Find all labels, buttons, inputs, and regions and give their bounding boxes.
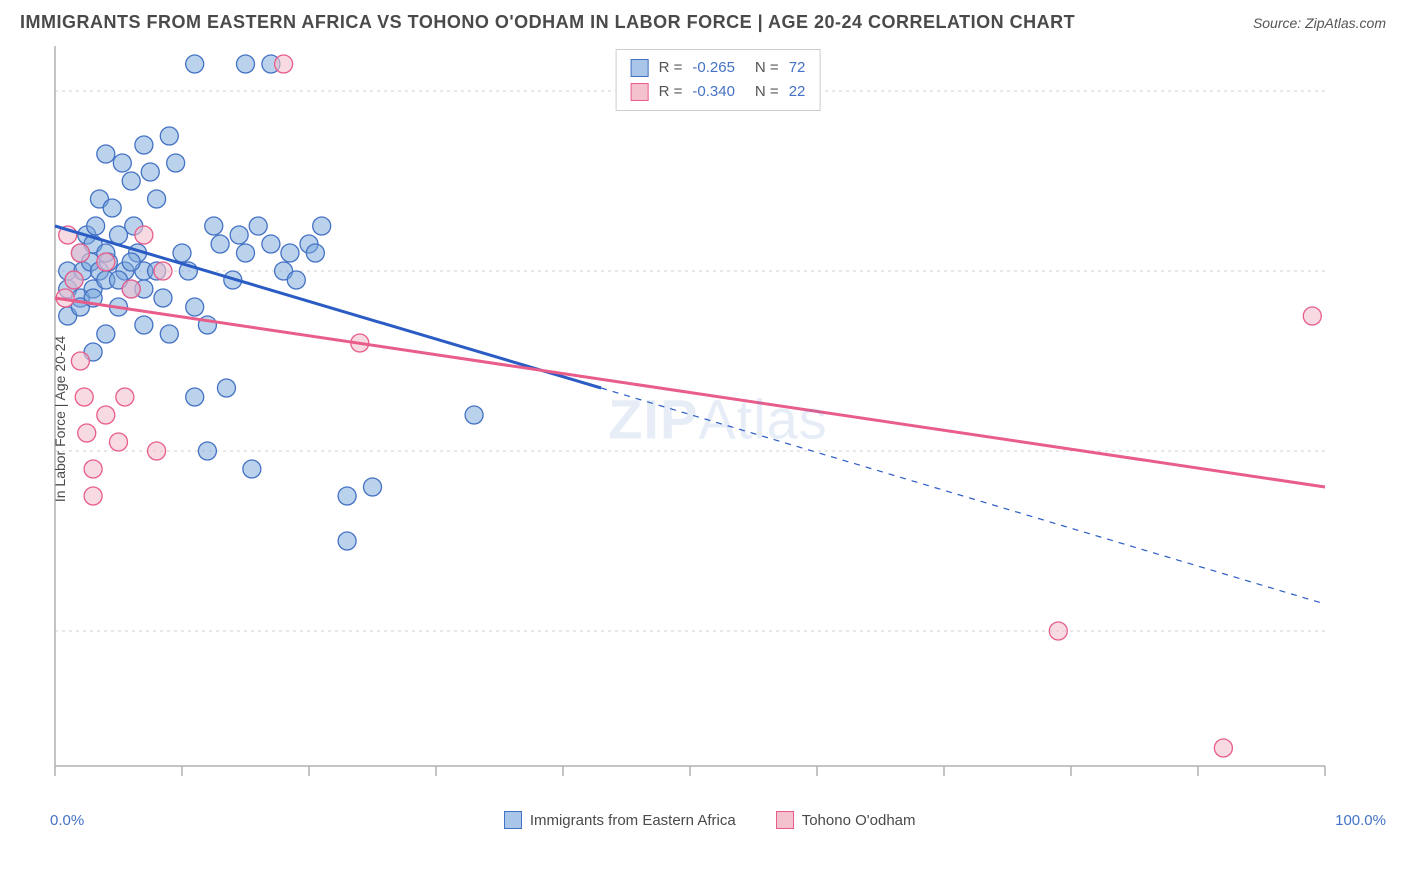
n-label: N = — [755, 80, 779, 104]
n-label: N = — [755, 56, 779, 80]
x-axis-min-label: 0.0% — [50, 812, 84, 829]
y-tick-labels: 40.0%60.0%80.0%100.0% — [1396, 41, 1406, 791]
stats-box: R = -0.265 N = 72 R = -0.340 N = 22 — [616, 49, 821, 111]
r-value: -0.340 — [692, 80, 735, 104]
series-swatch — [631, 59, 649, 77]
x-axis-max-label: 100.0% — [1335, 812, 1386, 829]
legend: Immigrants from Eastern Africa Tohono O'o… — [504, 811, 916, 829]
series-swatch — [631, 83, 649, 101]
legend-swatch — [504, 811, 522, 829]
y-axis-label: In Labor Force | Age 20-24 — [52, 335, 68, 501]
n-value: 72 — [789, 56, 806, 80]
r-label: R = — [659, 80, 683, 104]
legend-swatch — [776, 811, 794, 829]
chart-source: Source: ZipAtlas.com — [1253, 15, 1386, 31]
legend-label: Tohono O'odham — [802, 812, 916, 829]
legend-entry: Tohono O'odham — [776, 811, 916, 829]
legend-label: Immigrants from Eastern Africa — [530, 812, 736, 829]
chart-container: In Labor Force | Age 20-24 ZIPAtlas R = … — [50, 41, 1386, 796]
chart-title: IMMIGRANTS FROM EASTERN AFRICA VS TOHONO… — [20, 12, 1075, 33]
n-value: 22 — [789, 80, 806, 104]
legend-entry: Immigrants from Eastern Africa — [504, 811, 736, 829]
scatter-chart — [50, 41, 1330, 791]
stats-row: R = -0.340 N = 22 — [631, 80, 806, 104]
r-value: -0.265 — [692, 56, 735, 80]
r-label: R = — [659, 56, 683, 80]
x-axis-footer: 0.0% Immigrants from Eastern Africa Tohon… — [0, 796, 1406, 829]
chart-header: IMMIGRANTS FROM EASTERN AFRICA VS TOHONO… — [0, 0, 1406, 41]
stats-row: R = -0.265 N = 72 — [631, 56, 806, 80]
